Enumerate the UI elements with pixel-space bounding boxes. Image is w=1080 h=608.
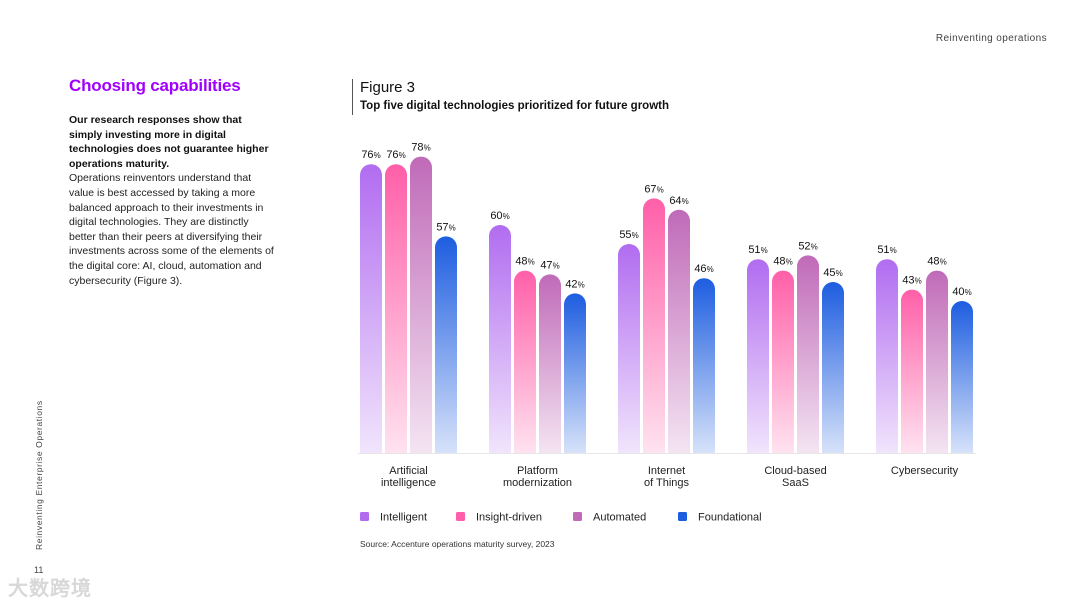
section-header: Reinventing operations: [935, 33, 1047, 44]
legend-swatch: [678, 512, 687, 521]
data-label: 51%: [877, 244, 896, 256]
figure-number: Figure 3: [360, 79, 416, 96]
data-label: 48%: [927, 256, 946, 268]
category-label: of Things: [644, 477, 690, 489]
bar-foundational: [435, 236, 457, 453]
data-label: 55%: [619, 229, 638, 241]
category-label: modernization: [503, 477, 572, 489]
data-label: 40%: [952, 286, 971, 298]
bar-insight-driven: [385, 164, 407, 453]
bar-intelligent: [360, 164, 382, 453]
data-label: 64%: [669, 195, 688, 207]
category-label: Cloud-based: [764, 465, 826, 477]
data-label: 76%: [386, 149, 405, 161]
intro-column: Choosing capabilities Our research respo…: [69, 76, 274, 288]
bar-intelligent: [489, 225, 511, 453]
category-label: Platform: [517, 465, 558, 477]
data-label: 78%: [411, 142, 430, 154]
bar-automated: [926, 270, 948, 453]
bar-automated: [410, 156, 432, 453]
legend-label: Insight-driven: [476, 512, 542, 524]
vertical-document-title: Reinventing Enterprise Operations: [34, 400, 44, 550]
data-label: 51%: [748, 244, 767, 256]
bar-intelligent: [747, 259, 769, 453]
bar-insight-driven: [514, 270, 536, 453]
intro-body-text: Operations reinventors understand that v…: [69, 172, 274, 287]
bar-insight-driven: [901, 289, 923, 453]
bar-foundational: [693, 278, 715, 453]
data-label: 42%: [565, 278, 584, 290]
bar-automated: [668, 209, 690, 453]
figure-title: Top five digital technologies prioritize…: [360, 100, 670, 112]
category-label: SaaS: [782, 477, 809, 489]
legend-label: Automated: [593, 512, 646, 524]
category-label: Artificial: [389, 465, 428, 477]
data-label: 67%: [644, 183, 663, 195]
watermark: 大数跨境: [8, 578, 92, 600]
bar-insight-driven: [643, 198, 665, 453]
bar-automated: [797, 255, 819, 453]
category-label: Internet: [648, 465, 685, 477]
bar-intelligent: [876, 259, 898, 453]
data-label: 76%: [361, 149, 380, 161]
data-label: 43%: [902, 275, 921, 287]
page-number: 11: [34, 565, 44, 575]
data-label: 45%: [823, 267, 842, 279]
data-label: 52%: [798, 240, 817, 252]
bar-automated: [539, 274, 561, 453]
figure-header: Figure 3 Top five digital technologies p…: [352, 79, 669, 115]
legend-swatch: [573, 512, 582, 521]
figure-source: Source: Accenture operations maturity su…: [360, 539, 555, 549]
bar-intelligent: [618, 244, 640, 453]
legend-label: Intelligent: [380, 512, 427, 524]
legend-swatch: [456, 512, 465, 521]
category-label: Cybersecurity: [891, 465, 959, 477]
data-label: 60%: [490, 210, 509, 222]
data-label: 57%: [436, 221, 455, 233]
data-label: 48%: [773, 256, 792, 268]
bar-insight-driven: [772, 270, 794, 453]
data-label: 47%: [540, 259, 559, 271]
section-title: Choosing capabilities: [69, 76, 241, 95]
data-label: 46%: [694, 263, 713, 275]
bar-foundational: [564, 293, 586, 453]
legend-swatch: [360, 512, 369, 521]
bar-foundational: [822, 282, 844, 453]
bar-foundational: [951, 301, 973, 453]
category-label: intelligence: [381, 477, 436, 489]
data-label: 48%: [515, 256, 534, 268]
intro-bold-text: Our research responses show that simply …: [69, 114, 269, 170]
legend-label: Foundational: [698, 512, 762, 524]
